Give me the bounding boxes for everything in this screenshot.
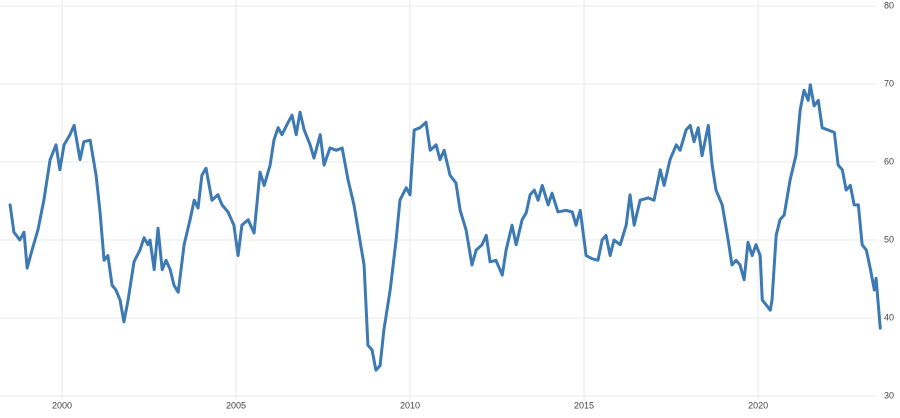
line xyxy=(8,83,882,372)
y-tick-label: 40 xyxy=(884,312,894,322)
x-tick-label: 2005 xyxy=(226,400,246,410)
y-tick-label: 70 xyxy=(884,78,894,88)
y-tick-label: 80 xyxy=(884,0,894,10)
x-tick-label: 2020 xyxy=(748,400,768,410)
x-tick-label: 2000 xyxy=(52,400,72,410)
y-tick-label: 30 xyxy=(884,390,894,400)
y-tick-label: 60 xyxy=(884,156,894,166)
y-tick-label: 50 xyxy=(884,234,894,244)
x-tick-label: 2010 xyxy=(400,400,420,410)
x-tick-label: 2015 xyxy=(574,400,594,410)
